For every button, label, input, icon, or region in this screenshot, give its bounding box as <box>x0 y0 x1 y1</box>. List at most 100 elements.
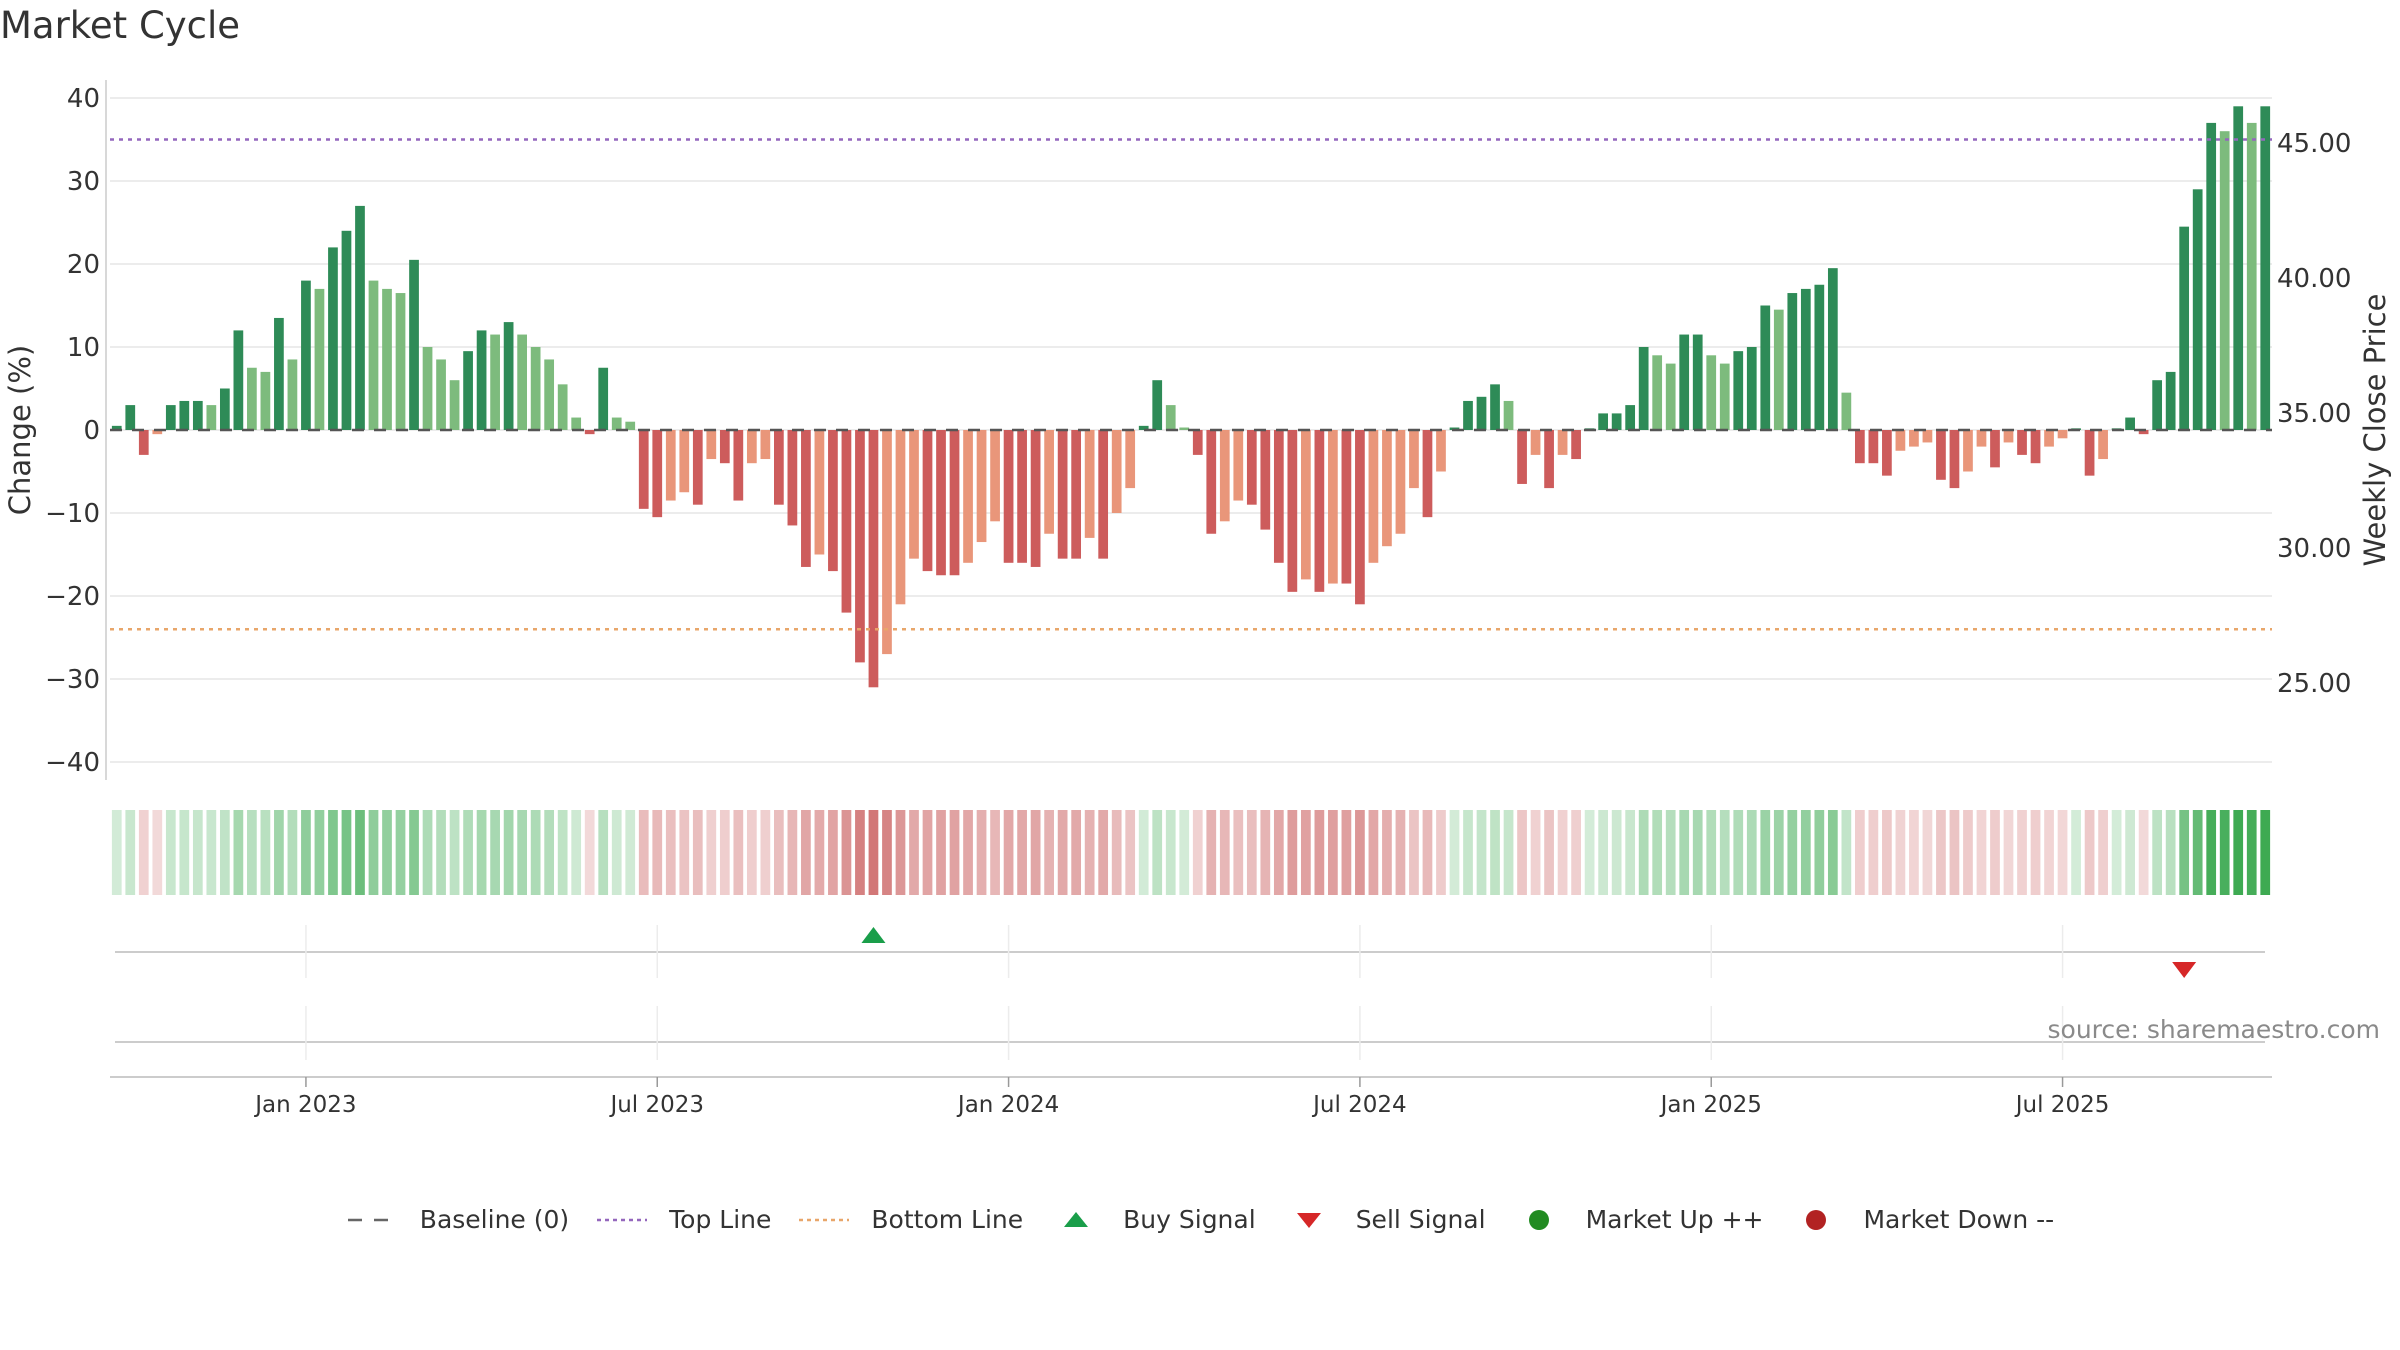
bar <box>1111 430 1122 513</box>
heat-cell <box>260 810 271 895</box>
bar <box>2057 430 2068 439</box>
bar <box>219 388 230 430</box>
y2-tick-label: 25.00 <box>2277 669 2351 699</box>
bar <box>2192 189 2203 430</box>
bar <box>1963 430 1973 472</box>
bar <box>2152 380 2163 430</box>
bar <box>192 400 203 430</box>
heat-cell <box>341 810 352 895</box>
y2-tick-label: 30.00 <box>2277 534 2351 564</box>
bar <box>1909 430 1919 447</box>
heat-cell <box>949 810 960 895</box>
heat-cell <box>557 810 568 895</box>
bar <box>1382 430 1392 547</box>
legend-item: Buy Signal <box>1049 1205 1256 1234</box>
bar <box>976 430 987 543</box>
bar <box>1855 430 1865 464</box>
heat-cell <box>1111 810 1122 895</box>
bar <box>1125 430 1136 489</box>
heat-cell <box>1638 810 1649 895</box>
bar <box>1138 425 1149 430</box>
heat-cell <box>774 810 784 895</box>
x-tick-label: Jan 2023 <box>253 1092 356 1118</box>
bar <box>1773 309 1784 430</box>
bar <box>1152 380 1163 430</box>
heat-cell <box>1057 810 1068 895</box>
heat-cell <box>1273 810 1284 895</box>
heat-cell <box>422 810 433 895</box>
bar <box>733 430 744 501</box>
heat-cell <box>1827 810 1838 895</box>
bar <box>1733 351 1744 430</box>
bar <box>922 430 933 572</box>
y-tick-label: −40 <box>45 748 100 778</box>
y-tick-label: 40 <box>67 84 100 114</box>
heat-cell <box>1098 810 1109 895</box>
heat-cell <box>1814 810 1825 895</box>
triangle-down-icon <box>1296 1212 1321 1228</box>
bar <box>1341 430 1352 584</box>
bar <box>382 288 392 430</box>
bar <box>1922 430 1933 443</box>
heat-cell <box>1422 810 1433 895</box>
buy-signal-marker <box>861 927 886 943</box>
bar <box>1084 430 1095 538</box>
bar <box>1868 430 1879 464</box>
heat-cell <box>895 810 906 895</box>
signal-panel <box>110 927 2272 1078</box>
heat-cell <box>1706 810 1717 895</box>
heat-cell <box>192 810 203 895</box>
heat-cell <box>1138 810 1149 895</box>
bar <box>1544 430 1554 489</box>
bar <box>1192 430 1203 455</box>
heat-cell <box>1017 810 1027 895</box>
bar <box>1246 430 1257 505</box>
heat-cell <box>922 810 933 895</box>
heat-cell <box>2233 810 2244 895</box>
heat-cell <box>1882 810 1892 895</box>
heat-cell <box>2030 810 2041 895</box>
heat-cell <box>449 810 460 895</box>
bar <box>1273 430 1284 563</box>
heat-cell <box>355 810 365 895</box>
bar <box>1355 430 1365 605</box>
sell-signal-marker <box>2172 962 2197 978</box>
bar <box>1760 305 1771 430</box>
legend-item: Bottom Line <box>797 1205 1023 1234</box>
heat-cell <box>787 810 798 895</box>
circle-icon <box>1806 1209 1827 1230</box>
bar <box>1652 355 1663 430</box>
heat-cell <box>1692 810 1703 895</box>
source-note: source: sharemaestro.com <box>2047 1015 2381 1044</box>
legend: Baseline (0) Top Line Bottom Line Buy Signa… <box>0 1205 2400 1234</box>
x-tick-label: Jul 2025 <box>2014 1092 2110 1118</box>
dotted-line-icon <box>799 1218 850 1221</box>
bar <box>1841 392 1852 430</box>
heat-cell <box>801 810 811 895</box>
heat-cell <box>1652 810 1663 895</box>
bar <box>828 430 838 572</box>
bar <box>2017 430 2027 455</box>
x-tick-label: Jan 2025 <box>1659 1092 1762 1118</box>
heat-cell <box>2071 810 2081 895</box>
heat-cell <box>1733 810 1744 895</box>
heat-cell <box>125 810 136 895</box>
bar <box>1990 430 2000 468</box>
bar <box>1314 430 1325 592</box>
y-tick-label: 0 <box>83 416 100 446</box>
legend-label: Bottom Line <box>871 1205 1024 1234</box>
heat-cell <box>719 810 730 895</box>
bar <box>2084 430 2095 476</box>
heat-cell <box>233 810 244 895</box>
bar <box>1003 430 1014 563</box>
y-axis-label: Change (%) <box>3 345 37 515</box>
bar <box>557 384 568 430</box>
heat-cell <box>828 810 838 895</box>
bar <box>963 430 973 563</box>
bar <box>1706 355 1717 430</box>
heat-cell <box>1355 810 1365 895</box>
bar <box>355 205 365 430</box>
heat-cell <box>328 810 338 895</box>
bar <box>1827 268 1838 430</box>
bar <box>1436 430 1446 472</box>
